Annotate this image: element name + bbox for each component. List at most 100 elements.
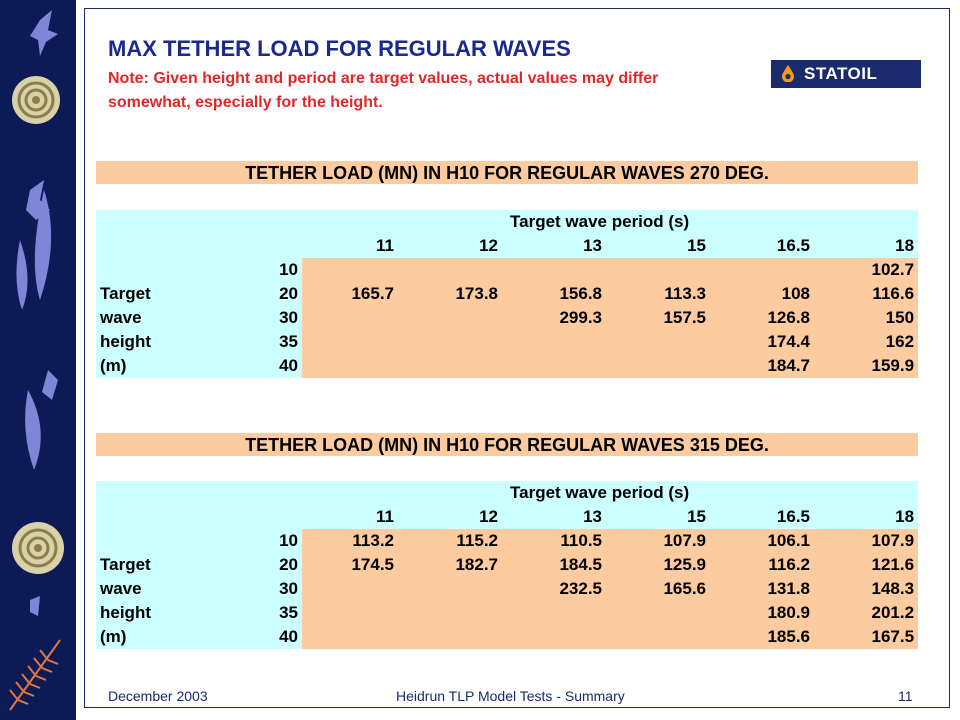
load-cell: 174.5 — [302, 553, 398, 577]
wave-height-cell: 35 — [234, 601, 302, 625]
wave-height-cell: 35 — [234, 330, 302, 354]
load-cell: 185.6 — [710, 625, 814, 649]
wave-height-cell: 20 — [234, 282, 302, 306]
load-cell — [302, 306, 398, 330]
load-cell: 115.2 — [398, 529, 502, 553]
period-cell: 15 — [606, 234, 710, 258]
load-cell: 116.6 — [814, 282, 919, 306]
period-cell: 16.5 — [710, 234, 814, 258]
period-header: Target wave period (s) — [398, 210, 919, 234]
load-cell — [302, 354, 398, 378]
load-cell: 167.5 — [814, 625, 919, 649]
load-cell: 165.6 — [606, 577, 710, 601]
load-cell — [302, 258, 398, 282]
row-label: wave — [96, 306, 234, 330]
table-row: 10 113.2 115.2 110.5 107.9 106.1 107.9 — [96, 529, 919, 553]
period-cell: 13 — [502, 505, 606, 529]
load-cell: 157.5 — [606, 306, 710, 330]
load-cell: 126.8 — [710, 306, 814, 330]
table-row: (m) 40 184.7 159.9 — [96, 354, 919, 378]
period-cell: 16.5 — [710, 505, 814, 529]
load-cell — [398, 625, 502, 649]
wave-height-cell: 30 — [234, 306, 302, 330]
load-cell — [302, 601, 398, 625]
fossil-decoration-icon — [9, 10, 64, 711]
table-1: Target wave period (s) 11 12 13 15 16.5 … — [96, 210, 919, 378]
load-cell — [606, 258, 710, 282]
load-cell: 180.9 — [710, 601, 814, 625]
slide-frame — [84, 8, 950, 708]
load-cell: 121.6 — [814, 553, 919, 577]
load-cell: 150 — [814, 306, 919, 330]
load-cell: 159.9 — [814, 354, 919, 378]
load-cell: 182.7 — [398, 553, 502, 577]
slide-title: MAX TETHER LOAD FOR REGULAR WAVES — [108, 36, 571, 61]
load-cell: 173.8 — [398, 282, 502, 306]
load-cell: 165.7 — [302, 282, 398, 306]
footer-title: Heidrun TLP Model Tests - Summary — [396, 688, 625, 704]
load-cell — [502, 330, 606, 354]
table-2: Target wave period (s) 11 12 13 15 16.5 … — [96, 481, 919, 649]
load-cell: 201.2 — [814, 601, 919, 625]
load-cell: 148.3 — [814, 577, 919, 601]
table-row: Target 20 174.5 182.7 184.5 125.9 116.2 … — [96, 553, 919, 577]
load-cell: 162 — [814, 330, 919, 354]
load-cell: 110.5 — [502, 529, 606, 553]
table-row: Target wave period (s) — [96, 481, 919, 505]
load-cell: 108 — [710, 282, 814, 306]
row-label: Target — [96, 553, 234, 577]
period-cell: 12 — [398, 505, 502, 529]
load-cell: 107.9 — [814, 529, 919, 553]
load-cell: 113.3 — [606, 282, 710, 306]
table-1-banner: TETHER LOAD (MN) IN H10 FOR REGULAR WAVE… — [96, 161, 918, 184]
load-cell — [398, 577, 502, 601]
load-cell — [606, 625, 710, 649]
table-row: height 35 180.9 201.2 — [96, 601, 919, 625]
table-row: (m) 40 185.6 167.5 — [96, 625, 919, 649]
row-label: height — [96, 330, 234, 354]
logo-wordmark: STATOIL — [804, 64, 878, 83]
wave-height-cell: 40 — [234, 625, 302, 649]
wave-height-cell: 20 — [234, 553, 302, 577]
load-cell: 184.7 — [710, 354, 814, 378]
load-cell: 156.8 — [502, 282, 606, 306]
load-cell — [302, 625, 398, 649]
load-cell: 174.4 — [710, 330, 814, 354]
load-cell — [502, 601, 606, 625]
row-label: Target — [96, 282, 234, 306]
table-2-banner: TETHER LOAD (MN) IN H10 FOR REGULAR WAVE… — [96, 433, 918, 456]
table-row: wave 30 299.3 157.5 126.8 150 — [96, 306, 919, 330]
period-cell: 11 — [302, 505, 398, 529]
period-cell: 13 — [502, 234, 606, 258]
load-cell: 131.8 — [710, 577, 814, 601]
row-label: (m) — [96, 625, 234, 649]
table-row: Target wave period (s) — [96, 210, 919, 234]
table-row: wave 30 232.5 165.6 131.8 148.3 — [96, 577, 919, 601]
load-cell — [302, 330, 398, 354]
load-cell: 299.3 — [502, 306, 606, 330]
table-row: Target 20 165.7 173.8 156.8 113.3 108 11… — [96, 282, 919, 306]
load-cell — [606, 330, 710, 354]
load-cell: 116.2 — [710, 553, 814, 577]
load-cell — [710, 258, 814, 282]
flame-drop-icon — [782, 65, 794, 82]
load-cell: 106.1 — [710, 529, 814, 553]
row-label: (m) — [96, 354, 234, 378]
footer-date: December 2003 — [108, 688, 208, 704]
period-cell: 12 — [398, 234, 502, 258]
load-cell — [302, 577, 398, 601]
load-cell: 125.9 — [606, 553, 710, 577]
table-row: 11 12 13 15 16.5 18 — [96, 505, 919, 529]
load-cell — [398, 354, 502, 378]
wave-height-cell: 10 — [234, 258, 302, 282]
load-cell: 113.2 — [302, 529, 398, 553]
table-row: 11 12 13 15 16.5 18 — [96, 234, 919, 258]
load-cell: 102.7 — [814, 258, 919, 282]
load-cell: 184.5 — [502, 553, 606, 577]
load-cell — [398, 601, 502, 625]
load-cell — [398, 330, 502, 354]
wave-height-cell: 10 — [234, 529, 302, 553]
company-logo: STATOIL — [771, 60, 921, 88]
load-cell: 232.5 — [502, 577, 606, 601]
wave-height-cell: 40 — [234, 354, 302, 378]
